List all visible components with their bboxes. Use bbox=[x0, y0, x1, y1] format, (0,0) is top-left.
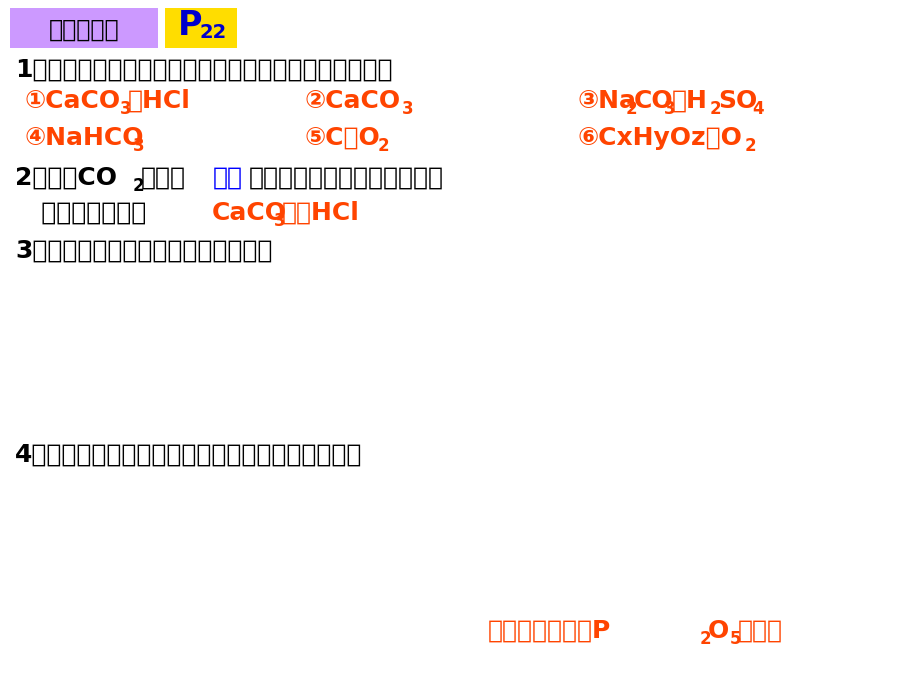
Text: 中，以什么物质为反应物（原: 中，以什么物质为反应物（原 bbox=[249, 166, 444, 190]
Text: 2: 2 bbox=[378, 137, 390, 155]
Text: ＋稀HCl: ＋稀HCl bbox=[282, 201, 359, 225]
Text: 2: 2 bbox=[625, 100, 637, 118]
Text: 2: 2 bbox=[744, 137, 755, 155]
Text: 2．制取CO: 2．制取CO bbox=[15, 166, 117, 190]
Text: 4．如果要制备干燥的气体产物，应如何设计装置？: 4．如果要制备干燥的气体产物，应如何设计装置？ bbox=[15, 443, 362, 467]
Text: 3: 3 bbox=[274, 212, 285, 230]
Text: 酸性：浓硫酸、P: 酸性：浓硫酸、P bbox=[487, 619, 610, 643]
Text: CaCO: CaCO bbox=[211, 201, 287, 225]
Text: 、硅胶: 、硅胶 bbox=[737, 619, 782, 643]
Text: ①CaCO: ①CaCO bbox=[25, 89, 121, 113]
Text: ＋H: ＋H bbox=[671, 89, 707, 113]
Text: 4: 4 bbox=[751, 100, 763, 118]
Text: 2: 2 bbox=[133, 177, 144, 195]
Text: ⑤C＋O: ⑤C＋O bbox=[305, 126, 380, 150]
Text: ②CaCO: ②CaCO bbox=[305, 89, 401, 113]
Text: CO: CO bbox=[633, 89, 673, 113]
Text: 思考与交流: 思考与交流 bbox=[49, 18, 119, 42]
Text: 3: 3 bbox=[664, 100, 675, 118]
Text: 3: 3 bbox=[133, 137, 144, 155]
Text: 1．能够通过化学反应产生二氧化碳气体的物质有哪些？: 1．能够通过化学反应产生二氧化碳气体的物质有哪些？ bbox=[15, 58, 392, 82]
Text: ＋HCl: ＋HCl bbox=[128, 89, 190, 113]
Text: 实验: 实验 bbox=[213, 166, 243, 190]
Text: ⑥CxHyOz＋O: ⑥CxHyOz＋O bbox=[577, 126, 742, 150]
FancyBboxPatch shape bbox=[10, 8, 158, 48]
Text: ③Na: ③Na bbox=[577, 89, 636, 113]
Text: 22: 22 bbox=[199, 23, 227, 41]
Text: 气体的: 气体的 bbox=[141, 166, 186, 190]
Text: SO: SO bbox=[717, 89, 756, 113]
Text: ④NaHCO: ④NaHCO bbox=[25, 126, 144, 150]
Text: 2: 2 bbox=[709, 100, 720, 118]
Text: O: O bbox=[708, 619, 729, 643]
FancyBboxPatch shape bbox=[165, 8, 237, 48]
Text: 3: 3 bbox=[402, 100, 414, 118]
Text: 料）？为什么？: 料）？为什么？ bbox=[15, 201, 146, 225]
Text: 2: 2 bbox=[699, 630, 711, 648]
Text: 3: 3 bbox=[119, 100, 131, 118]
Text: 5: 5 bbox=[729, 630, 741, 648]
Text: 3．反应的装置是如何选择和安装的？: 3．反应的装置是如何选择和安装的？ bbox=[15, 239, 272, 263]
Text: P: P bbox=[177, 8, 202, 41]
